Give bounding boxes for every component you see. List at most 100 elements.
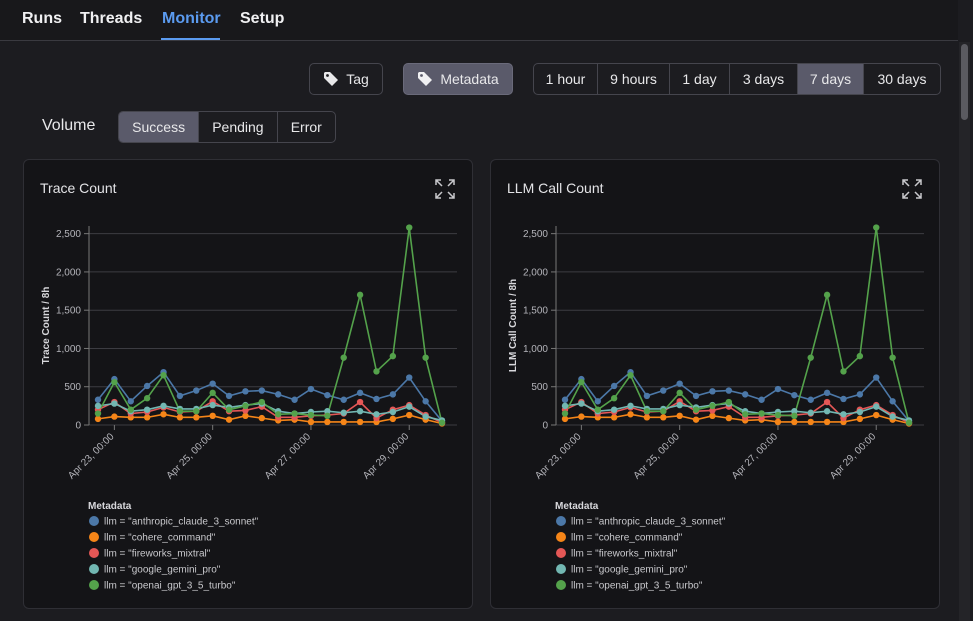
scrollbar-track <box>959 42 970 621</box>
legend-label: llm = "google_gemini_pro" <box>104 565 221 576</box>
data-point <box>643 414 651 421</box>
data-point <box>176 392 184 400</box>
legend-label: llm = "openai_gpt_3_5_turbo" <box>571 581 703 592</box>
data-point <box>610 395 618 402</box>
volume-option[interactable]: Success <box>119 112 200 142</box>
data-point <box>209 401 216 409</box>
data-point <box>209 380 216 387</box>
legend-swatch <box>89 580 99 590</box>
data-point <box>610 406 618 413</box>
metadata-button[interactable]: Metadata <box>403 63 513 95</box>
expand-icon[interactable] <box>902 179 922 199</box>
data-point <box>578 378 585 386</box>
series-line <box>564 227 910 423</box>
x-tick-label: Apr 23, 00:00 <box>66 431 117 482</box>
data-point <box>873 411 880 419</box>
scrollbar-thumb[interactable] <box>961 44 968 120</box>
button-label: Tag <box>346 71 369 87</box>
data-point <box>774 418 782 426</box>
data-point <box>692 406 700 413</box>
y-tick-label: 0 <box>75 421 81 432</box>
data-point <box>94 396 102 403</box>
legend-label: llm = "anthropic_claude_3_sonnet" <box>104 517 259 528</box>
data-point <box>209 412 216 420</box>
nav-tab[interactable]: Runs <box>22 10 62 27</box>
active-tab-indicator <box>161 38 220 40</box>
data-point <box>823 398 831 406</box>
data-point <box>143 382 151 390</box>
data-point <box>578 413 585 420</box>
y-tick-label: 0 <box>542 421 548 432</box>
data-point <box>111 413 118 420</box>
legend-title: Metadata <box>88 501 132 512</box>
x-tick-label: Apr 29, 00:00 <box>361 431 412 482</box>
data-point <box>242 402 249 410</box>
top-nav: Runs Threads Monitor Setup <box>0 0 958 41</box>
tag-button[interactable]: Tag <box>309 63 383 95</box>
data-point <box>725 387 733 394</box>
nav-tab[interactable]: Threads <box>80 10 143 27</box>
tag-icon <box>418 72 433 86</box>
data-point <box>578 400 585 407</box>
data-point <box>356 291 364 299</box>
data-point <box>193 408 200 415</box>
data-point <box>258 398 266 406</box>
data-point <box>225 392 233 400</box>
x-tick-label: Apr 25, 00:00 <box>632 431 683 482</box>
volume-option[interactable]: Error <box>290 119 322 135</box>
data-point <box>94 402 102 410</box>
data-point <box>873 224 880 231</box>
legend-swatch <box>556 548 566 558</box>
time-range-option[interactable]: 30 days <box>877 71 927 87</box>
data-point <box>823 418 831 426</box>
data-point <box>610 414 618 421</box>
data-point <box>709 412 716 420</box>
data-point <box>389 408 397 416</box>
data-point <box>840 395 847 403</box>
volume-group: Success Pending Error <box>118 111 336 143</box>
x-tick-label: Apr 29, 00:00 <box>828 431 879 482</box>
series-line <box>564 413 910 425</box>
data-point <box>692 416 700 423</box>
time-range-option[interactable]: 3 days <box>730 64 798 94</box>
data-point <box>225 406 233 413</box>
legend-label: llm = "google_gemini_pro" <box>571 565 688 576</box>
data-point <box>209 389 216 397</box>
data-point <box>823 291 831 299</box>
data-point <box>356 398 364 406</box>
data-point <box>807 418 814 426</box>
data-point <box>823 389 831 397</box>
data-point <box>725 398 733 406</box>
data-point <box>873 403 880 410</box>
x-tick-label: Apr 27, 00:00 <box>730 431 781 482</box>
data-point <box>709 407 716 414</box>
data-point <box>356 418 364 426</box>
y-axis-label: LLM Call Count / 8h <box>508 279 519 372</box>
data-point <box>176 414 184 421</box>
data-point <box>406 224 413 231</box>
data-point <box>291 396 298 403</box>
legend-swatch <box>89 564 99 574</box>
nav-tab[interactable]: Setup <box>240 10 285 27</box>
time-range-option[interactable]: 9 hours <box>598 64 670 94</box>
tag-icon <box>324 72 339 86</box>
data-point <box>274 391 282 398</box>
time-range-option[interactable]: 1 hour <box>534 64 598 94</box>
legend-swatch <box>89 548 99 558</box>
data-point <box>307 418 315 426</box>
y-tick-label: 2,000 <box>56 267 81 278</box>
volume-option[interactable]: Pending <box>199 112 278 142</box>
y-tick-label: 2,000 <box>523 267 548 278</box>
data-point <box>823 408 831 415</box>
data-point <box>242 388 249 395</box>
data-point <box>225 416 233 423</box>
expand-icon[interactable] <box>435 179 455 199</box>
time-range-option[interactable]: 7 days <box>798 64 864 94</box>
nav-tab[interactable]: Monitor <box>162 10 221 27</box>
series-line <box>564 371 910 422</box>
chart-card: Trace Count Trace Count / 8h 0 500 1,000 1,50… <box>23 159 473 609</box>
legend-swatch <box>89 532 99 542</box>
time-range-option[interactable]: 1 day <box>670 64 730 94</box>
data-point <box>258 414 266 422</box>
data-point <box>242 412 249 420</box>
